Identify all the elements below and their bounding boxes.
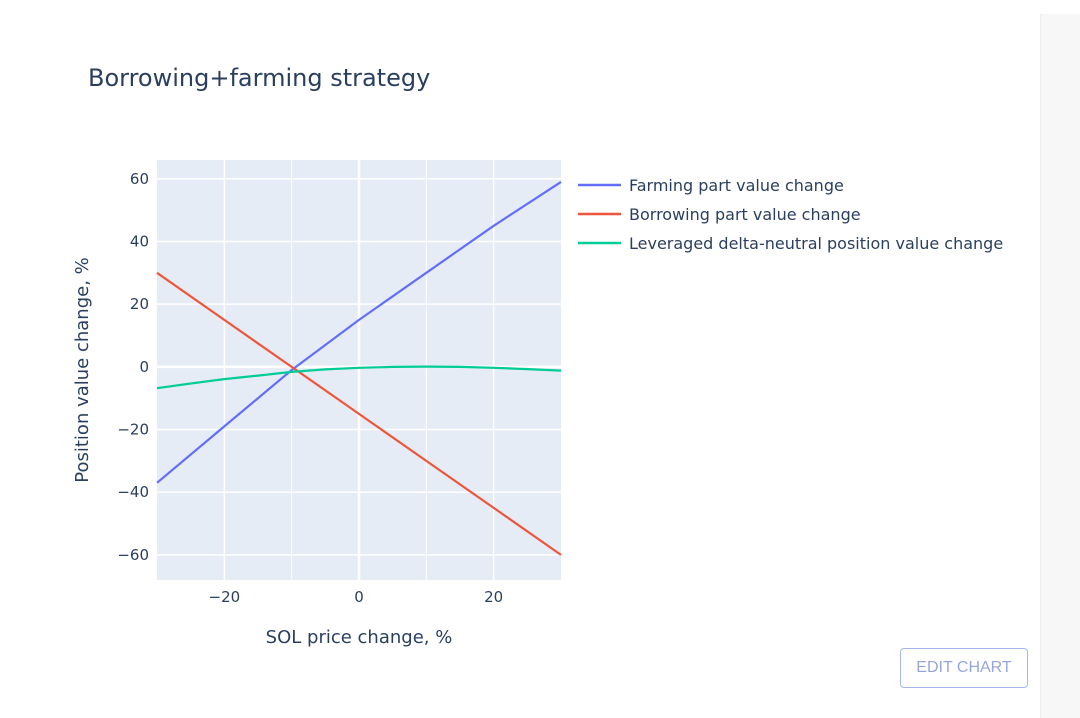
y-tick-label: 40 [130, 232, 149, 250]
tick-labels: −20 0 20 −60 −40 −20 0 20 40 60 [117, 170, 503, 606]
x-axis-title: SOL price change, % [266, 627, 453, 648]
y-tick-label: 60 [130, 170, 149, 188]
edit-chart-button[interactable]: EDIT CHART [900, 648, 1028, 688]
y-axis-title: Position value change, % [72, 257, 93, 482]
series-line-leveraged-delta-neutral-position-value-change [156, 365, 562, 390]
y-tick-label: −60 [117, 546, 149, 564]
x-tick-label: 20 [484, 588, 503, 606]
legend-label: Leveraged delta-neutral position value c… [629, 234, 1003, 253]
x-tick-label: 0 [354, 588, 364, 606]
chart-title: Borrowing+farming strategy [88, 64, 431, 92]
series-lines [156, 180, 562, 556]
legend-label: Borrowing part value change [629, 205, 861, 224]
y-tick-label: −40 [117, 483, 149, 501]
x-tick-label: −20 [209, 588, 241, 606]
scrollbar-track[interactable] [1040, 14, 1080, 718]
series-line-borrowing-part-value-change [156, 271, 562, 556]
y-tick-label: 0 [139, 358, 149, 376]
legend-label: Farming part value change [629, 176, 844, 195]
series-line-farming-part-value-change [156, 180, 562, 484]
y-tick-label: 20 [130, 295, 149, 313]
legend: Farming part value change Borrowing part … [578, 176, 1003, 253]
grid-lines [157, 160, 561, 580]
y-tick-label: −20 [117, 421, 149, 439]
